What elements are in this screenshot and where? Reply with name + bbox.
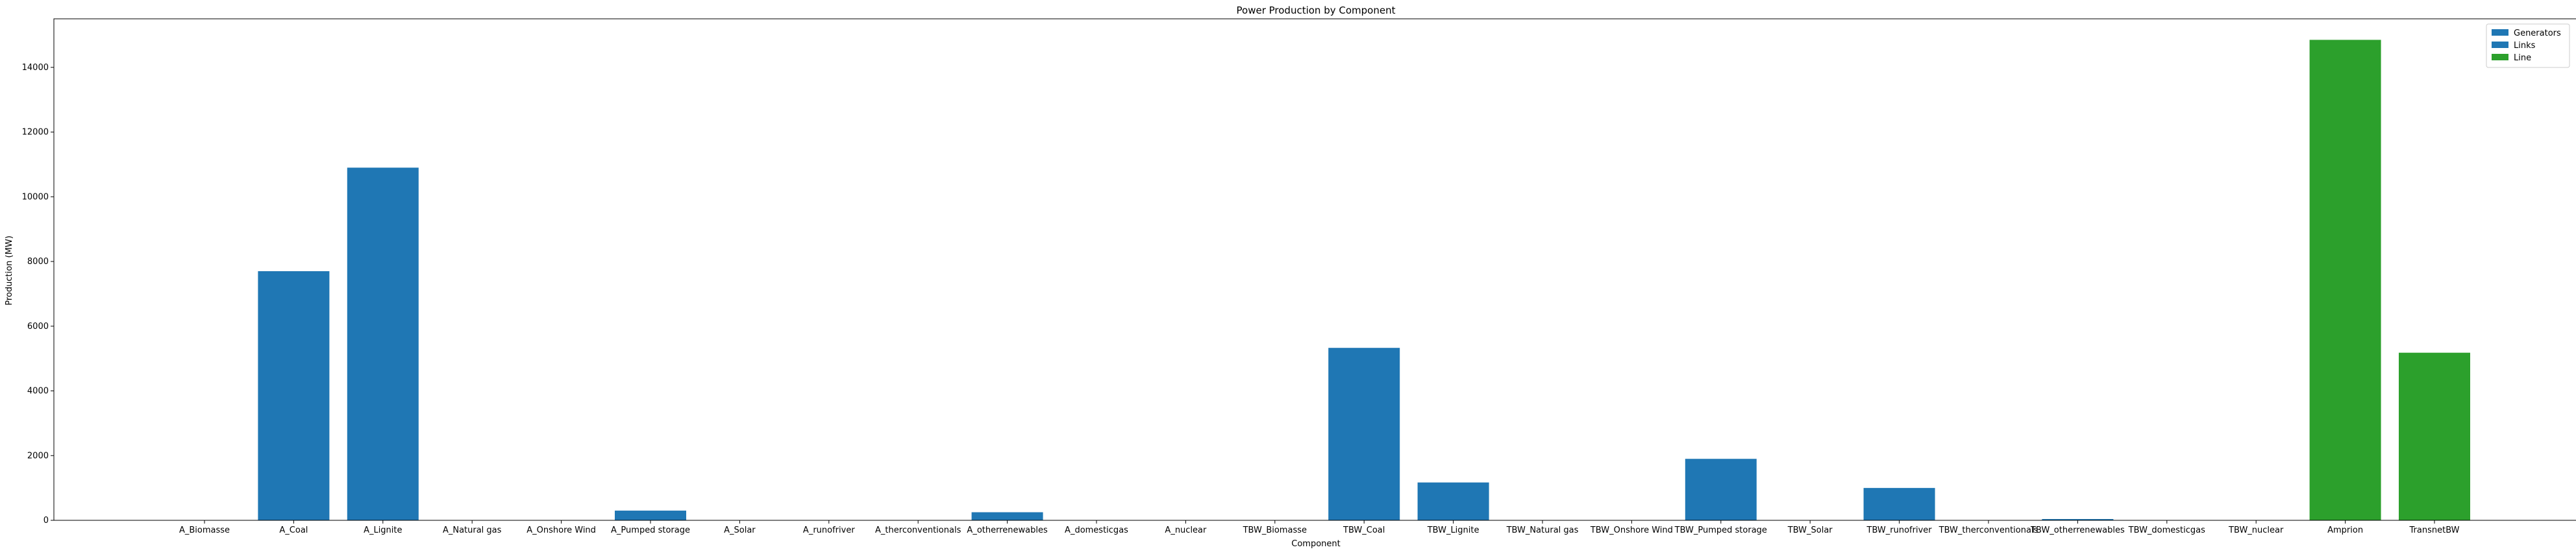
x-tick-label: TBW_otherrenewables [2030,526,2125,535]
bar-transnetbw [2399,352,2470,520]
x-tick-label: TransnetBW [2409,526,2460,535]
x-tick-label: A_Coal [279,526,308,535]
y-tick-label: 4000 [27,387,49,396]
x-tick-label: A_Lignite [364,526,402,535]
bar-tbw-runofriver [1863,488,1935,520]
bar-tbw-lignite [1417,482,1489,520]
x-tick-label: A_therconventionals [875,526,961,535]
x-tick-label: TBW_nuclear [2228,526,2284,535]
x-tick-label: TBW_Coal [1343,526,1385,535]
x-tick-label: A_Biomasse [179,526,230,535]
plot-frame [53,18,2576,521]
legend: Generators Links Line [2486,23,2570,68]
x-tick-label: A_runofriver [803,526,855,535]
x-tick-label: A_otherrenewables [967,526,1048,535]
y-ticks-layer: 0 2000 4000 6000 8000 10000 12000 14000 [22,63,54,526]
legend-swatch-links [2492,42,2508,48]
x-tick-label: A_Onshore Wind [526,526,596,535]
legend-swatch-line [2492,54,2508,60]
x-tick-label: A_nuclear [1165,526,1207,535]
bar-a-coal [258,271,330,520]
bar-tbw-otherrenewables [2042,519,2114,520]
x-tick-label: TBW_Solar [1787,526,1833,535]
bar-amprion [2309,40,2381,520]
bar-tbw-pumped-storage [1685,459,1757,520]
y-tick-label: 10000 [22,192,49,202]
legend-swatch-generators [2492,29,2508,36]
y-tick-label: 8000 [27,257,49,267]
x-tick-label: TBW_Biomasse [1243,526,1307,535]
x-tick-label: A_Natural gas [443,526,502,535]
x-tick-label: TBW_Pumped storage [1674,526,1767,535]
y-tick-label: 14000 [22,63,49,73]
x-tick-label: A_Solar [724,526,756,535]
y-tick-label: 6000 [27,322,49,332]
y-tick-label: 12000 [22,128,49,138]
bars-layer [258,40,2470,520]
x-axis-label: Component [1291,539,1340,549]
x-tick-label: TBW_domesticgas [2128,526,2205,535]
legend-label-links: Links [2514,41,2536,51]
x-tick-label: TBW_Onshore Wind [1590,526,1673,535]
y-axis-label: Production (MW) [5,236,14,306]
y-tick-label: 0 [43,516,49,526]
x-tick-label: TBW_therconventionals [1938,526,2038,535]
x-tick-label: A_Pumped storage [611,526,690,535]
chart-title: Power Production by Component [1237,5,1396,16]
x-tick-label: TBW_Lignite [1427,526,1480,535]
x-tick-label: TBW_Natural gas [1506,526,1579,535]
y-tick-label: 2000 [27,451,49,461]
bar-tbw-coal [1328,348,1400,520]
x-tick-label: Amprion [2327,526,2363,535]
x-tick-label: A_domesticgas [1065,526,1128,535]
legend-label-line: Line [2514,53,2531,63]
bar-a-lignite [347,167,419,520]
x-ticks-layer: A_Biomasse A_Coal A_Lignite A_Natural gas A_… [179,520,2460,535]
legend-label-generators: Generators [2514,29,2561,38]
bar-a-pumped-storage [615,511,686,520]
bar-a-otherrenewables [971,512,1043,520]
x-tick-label: TBW_runofriver [1866,526,1933,535]
